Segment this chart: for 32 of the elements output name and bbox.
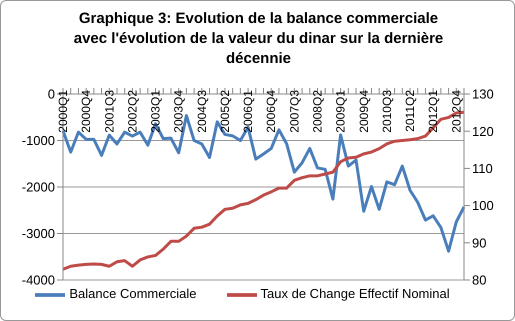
y2-tick-label: 80 [472, 272, 486, 288]
y2-tick-label: 130 [472, 86, 494, 102]
y2-tick-label: 110 [472, 161, 493, 176]
x-tick-label: 2001Q3 [102, 90, 116, 133]
x-tick-label: 2000Q4 [79, 90, 94, 133]
x-tick-label: 2012Q4 [449, 90, 464, 133]
x-tick-label: 2004Q3 [194, 90, 209, 133]
x-tick-label: 2000Q1 [56, 90, 70, 133]
legend-label: Balance Commerciale [69, 286, 197, 302]
x-tick-label: 2006Q1 [241, 90, 256, 133]
x-tick-label: 2003Q1 [148, 90, 163, 133]
y-tick-label: -2000 [22, 180, 55, 195]
chart-title: Graphique 3: Evolution de la balance commerciale avec l'évolution de la valeur du dinar sur la dernière décennie [72, 9, 444, 69]
x-tick-label: 2009Q1 [334, 90, 348, 133]
x-tick-label: 2010Q3 [380, 90, 394, 133]
x-tick-label: 2012Q1 [426, 90, 440, 133]
y-tick-label: -3000 [22, 226, 55, 242]
y-tick-label: -1000 [22, 133, 55, 148]
x-tick-label: 2005Q2 [218, 90, 232, 133]
x-tick-label: 2008Q2 [310, 90, 324, 133]
y2-tick-label: 100 [472, 198, 494, 214]
y-tick-label: 0 [48, 86, 55, 102]
x-tick-label: 2007Q3 [287, 90, 302, 133]
legend-label: Taux de Change Effectif Nominal [260, 286, 450, 302]
x-tick-label: 2009Q4 [356, 90, 371, 133]
y2-tick-label: 120 [472, 124, 494, 139]
x-tick-label: 2003Q4 [172, 90, 186, 133]
x-tick-label: 2011Q2 [403, 90, 418, 132]
y2-tick-label: 90 [472, 235, 486, 250]
y-tick-label: -4000 [22, 272, 55, 288]
x-tick-label: 2006Q4 [264, 90, 278, 133]
x-tick-label: 2002Q2 [125, 90, 140, 133]
